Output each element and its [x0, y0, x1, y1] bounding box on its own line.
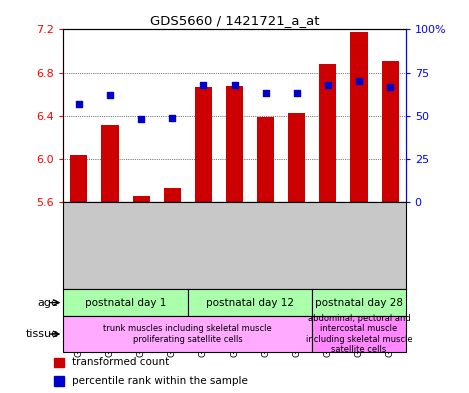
- Text: trunk muscles including skeletal muscle
proliferating satellite cells: trunk muscles including skeletal muscle …: [104, 324, 272, 344]
- Bar: [312, 316, 406, 352]
- Bar: [188, 289, 312, 316]
- Point: [262, 90, 269, 97]
- Bar: [63, 316, 312, 352]
- Point: [293, 90, 301, 97]
- Bar: [319, 64, 336, 202]
- Text: abdominal, pectoral and
intercostal muscle
including skeletal muscle
satellite c: abdominal, pectoral and intercostal musc…: [306, 314, 412, 354]
- Bar: [133, 196, 150, 202]
- Bar: [70, 155, 87, 202]
- Text: postnatal day 1: postnatal day 1: [85, 298, 166, 308]
- Bar: [54, 376, 64, 386]
- Bar: [54, 358, 64, 367]
- Text: postnatal day 12: postnatal day 12: [206, 298, 294, 308]
- Point: [168, 114, 176, 121]
- Bar: [164, 188, 181, 202]
- Bar: [382, 61, 399, 202]
- Bar: [257, 117, 274, 202]
- Title: GDS5660 / 1421721_a_at: GDS5660 / 1421721_a_at: [150, 14, 319, 27]
- Point: [355, 78, 363, 84]
- Text: tissue: tissue: [26, 329, 59, 339]
- Text: postnatal day 28: postnatal day 28: [315, 298, 403, 308]
- Point: [200, 82, 207, 88]
- Point: [106, 92, 114, 98]
- Bar: [350, 31, 368, 202]
- Point: [386, 83, 394, 90]
- Text: percentile rank within the sample: percentile rank within the sample: [71, 376, 247, 386]
- Text: age: age: [38, 298, 59, 308]
- Bar: [226, 86, 243, 202]
- Point: [231, 82, 238, 88]
- Bar: [101, 125, 119, 202]
- Text: transformed count: transformed count: [71, 358, 169, 367]
- Bar: [195, 87, 212, 202]
- Bar: [288, 113, 305, 202]
- Point: [75, 101, 83, 107]
- Bar: [312, 289, 406, 316]
- Point: [324, 82, 332, 88]
- Bar: [63, 289, 188, 316]
- Point: [137, 116, 145, 123]
